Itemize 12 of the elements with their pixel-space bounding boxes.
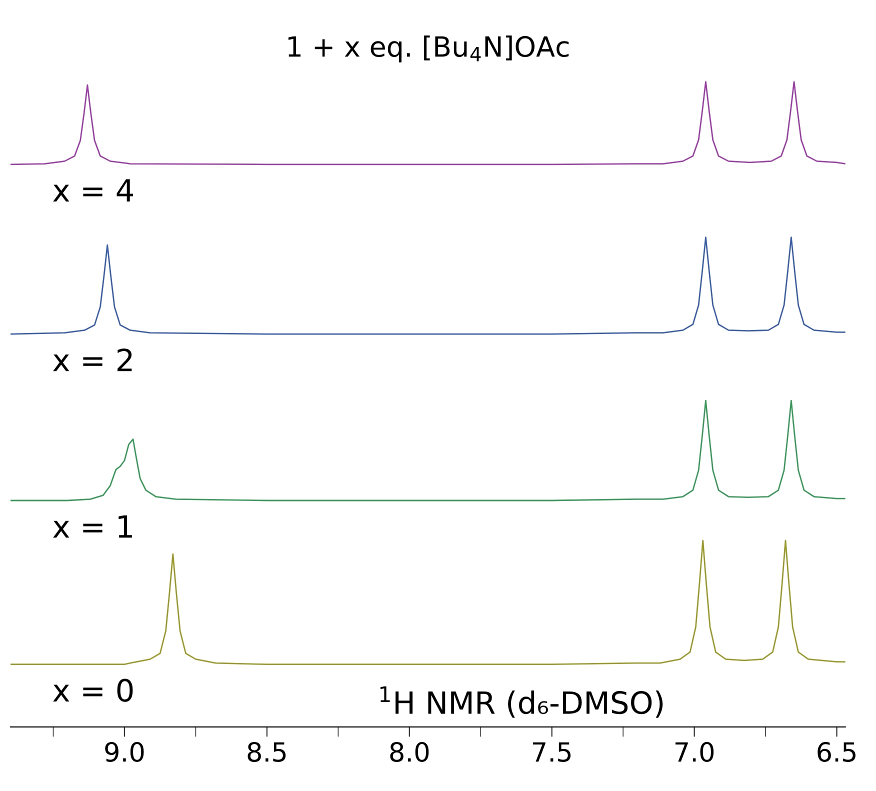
x-tick-label: 6.5 <box>818 742 856 762</box>
series-label: x = 4 <box>53 179 134 202</box>
x-tick-label: 7.0 <box>676 742 714 762</box>
series-label: x = 1 <box>53 515 132 538</box>
x-tick-label: 7.5 <box>533 742 571 762</box>
series-label: x = 2 <box>53 348 132 372</box>
series-label: x = 0 <box>53 678 133 702</box>
annotation: $^{1}$H NMR (d₆-DMSO) <box>380 686 663 718</box>
x-tick-label: 8.0 <box>390 742 429 762</box>
x-tick-label: 8.5 <box>248 742 286 762</box>
chart-title: 1 + x eq. [Bu$_{4}$N]OAc <box>288 36 569 62</box>
x-tick-label: 9.0 <box>105 742 144 762</box>
